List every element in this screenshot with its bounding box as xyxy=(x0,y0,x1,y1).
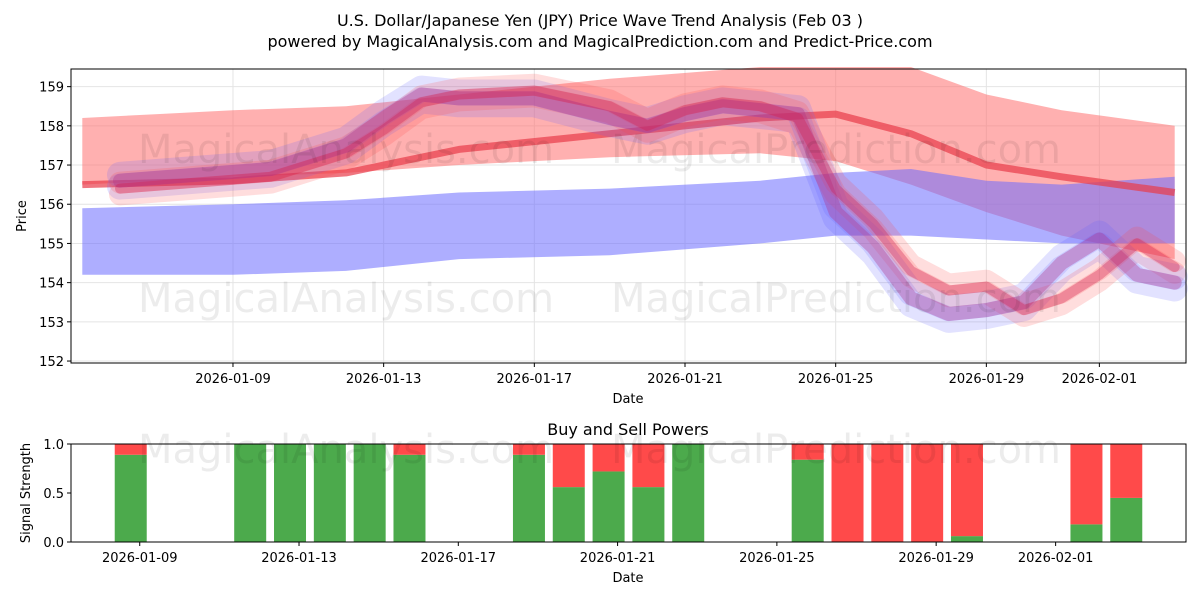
signal-x-tick-label-6: 2026-02-01 xyxy=(1018,551,1094,566)
blue-wave-a-0 xyxy=(107,87,1188,333)
signal-x-tick-label-3: 2026-01-21 xyxy=(580,551,656,566)
sell-bar-8 xyxy=(592,444,625,472)
buy-bar-15 xyxy=(950,536,983,542)
price-x-tick-label-5: 2026-01-29 xyxy=(949,372,1025,387)
signal-x-tick-label-5: 2026-01-29 xyxy=(898,551,974,566)
watermark-prediction-mid: MagicalPrediction.com xyxy=(611,276,1061,322)
price-bands xyxy=(82,67,1188,333)
signal-x-tick-label-1: 2026-01-13 xyxy=(261,551,337,566)
signal-x-tick-label-0: 2026-01-09 xyxy=(102,551,178,566)
blue-wave-a-1 xyxy=(107,75,1188,322)
buy-bar-17 xyxy=(1110,497,1143,542)
sell-bar-16 xyxy=(1070,444,1103,525)
buy-bar-7 xyxy=(552,487,585,542)
price-x-label: Date xyxy=(612,392,643,407)
sell-bar-14 xyxy=(911,444,944,542)
buy-bar-3 xyxy=(313,444,346,542)
price-x-tick-label-4: 2026-01-25 xyxy=(798,372,874,387)
price-x-tick-label-0: 2026-01-09 xyxy=(195,372,271,387)
price-y-label: Price xyxy=(15,200,30,232)
sell-bar-6 xyxy=(512,444,545,455)
blue-forecast-band xyxy=(82,169,1175,275)
price-plot-frame xyxy=(70,68,1187,364)
price-watermarks: MagicalAnalysis.com MagicalPrediction.co… xyxy=(138,127,1061,322)
watermark-analysis-bottom: MagicalAnalysis.com xyxy=(138,427,554,473)
price-y-tick-label-1: 153 xyxy=(39,316,64,331)
crimson-wave-core xyxy=(115,85,1180,316)
buy-bar-10 xyxy=(672,444,705,542)
buy-bar-11 xyxy=(791,459,824,542)
sell-bar-7 xyxy=(552,444,585,488)
signal-x-axis: 2026-01-09 2026-01-13 2026-01-17 2026-01-21… xyxy=(102,542,1093,566)
signal-y-tick-label-0: 0.0 xyxy=(43,536,64,551)
price-y-tick-label-3: 155 xyxy=(39,237,64,252)
price-y-tick-label-7: 159 xyxy=(39,81,64,96)
watermark-prediction-top: MagicalPrediction.com xyxy=(611,127,1061,173)
buy-bar-6 xyxy=(512,454,545,542)
buy-bar-1 xyxy=(234,444,267,542)
purple-wave-core xyxy=(113,87,1182,321)
sell-bar-12 xyxy=(831,444,864,542)
sell-bar-11 xyxy=(791,444,824,460)
signal-x-label: Date xyxy=(612,571,643,586)
buy-bar-16 xyxy=(1070,524,1103,542)
red-trend-line xyxy=(82,110,1176,196)
buy-bar-8 xyxy=(592,471,625,542)
sell-bar-17 xyxy=(1110,444,1143,498)
price-x-tick-label-3: 2026-01-21 xyxy=(647,372,723,387)
price-y-tick-label-0: 152 xyxy=(39,355,64,370)
price-y-axis: 152 153 154 155 156 157 158 159 xyxy=(39,81,71,370)
signal-title: Buy and Sell Powers xyxy=(547,420,709,439)
signal-plot: Buy and Sell Powers MagicalAnalysis.com … xyxy=(19,420,1187,586)
watermark-prediction-bottom: MagicalPrediction.com xyxy=(611,427,1061,473)
price-x-tick-label-6: 2026-02-01 xyxy=(1062,372,1138,387)
signal-bars xyxy=(114,444,1143,542)
red-forecast-band xyxy=(82,67,1175,260)
price-y-tick-label-5: 157 xyxy=(39,159,64,174)
sell-bar-0 xyxy=(114,444,147,455)
price-y-tick-label-6: 158 xyxy=(39,120,64,135)
sell-bar-9 xyxy=(632,444,665,488)
watermark-analysis-top: MagicalAnalysis.com xyxy=(138,127,554,173)
buy-bar-4 xyxy=(353,444,386,542)
price-x-tick-label-2: 2026-01-17 xyxy=(497,372,573,387)
price-y-tick-label-2: 154 xyxy=(39,277,64,292)
price-x-axis: 2026-01-09 2026-01-13 2026-01-17 2026-01-21… xyxy=(195,363,1137,387)
buy-bar-5 xyxy=(393,454,426,542)
buy-bar-0 xyxy=(114,454,147,542)
sell-bar-5 xyxy=(393,444,426,455)
signal-x-tick-label-2: 2026-01-17 xyxy=(421,551,497,566)
signal-watermarks: MagicalAnalysis.com MagicalPrediction.co… xyxy=(138,427,1061,473)
signal-y-tick-label-1: 0.5 xyxy=(43,487,64,502)
watermark-analysis-mid: MagicalAnalysis.com xyxy=(138,276,554,322)
red-wave-b-1 xyxy=(109,73,1186,316)
sell-bar-13 xyxy=(871,444,904,542)
buy-bar-9 xyxy=(632,487,665,542)
price-x-tick-label-1: 2026-01-13 xyxy=(346,372,422,387)
price-plot: MagicalAnalysis.com MagicalPrediction.co… xyxy=(15,67,1188,407)
sell-bar-15 xyxy=(950,444,983,537)
chart-title-line2: powered by MagicalAnalysis.com and Magic… xyxy=(267,32,932,51)
signal-y-tick-label-2: 1.0 xyxy=(43,438,64,453)
signal-x-tick-label-4: 2026-01-25 xyxy=(739,551,815,566)
red-wave-b-0 xyxy=(109,85,1186,327)
chart-title-line1: U.S. Dollar/Japanese Yen (JPY) Price Wav… xyxy=(337,11,863,30)
buy-bar-2 xyxy=(274,444,307,542)
signal-y-axis: 0.0 0.5 1.0 xyxy=(43,438,71,551)
signal-y-label: Signal Strength xyxy=(19,443,34,543)
price-y-tick-label-4: 156 xyxy=(39,198,64,213)
